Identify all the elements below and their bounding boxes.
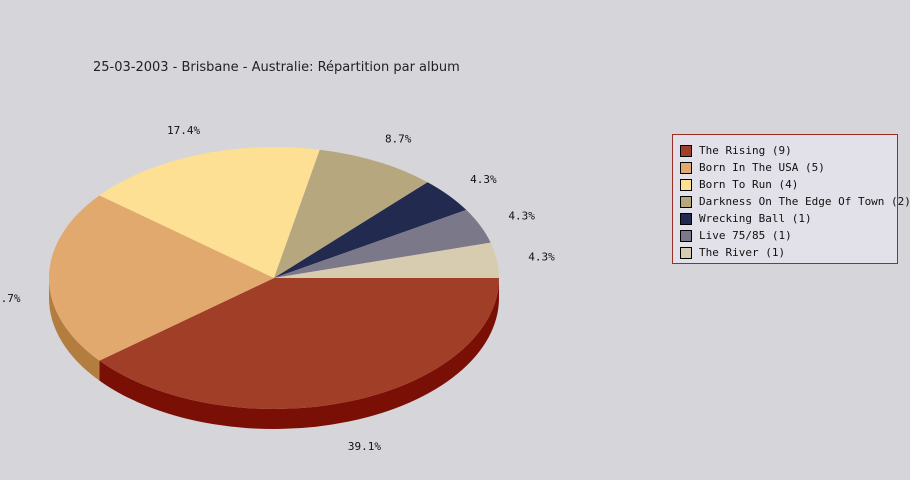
legend-swatch bbox=[680, 229, 692, 242]
pie-slice-label-1: 21.7% bbox=[0, 292, 21, 305]
pie-slice-3 bbox=[274, 149, 428, 278]
legend-label: Wrecking Ball (1) bbox=[699, 212, 812, 225]
pie-labels: 39.1% 21.7% 17.4% 8.7% 4.3% 4.3% 4.3% bbox=[0, 124, 555, 453]
legend-item: Born In The USA (5) bbox=[680, 159, 897, 176]
legend-swatch bbox=[680, 144, 692, 157]
legend-item: The River (1) bbox=[680, 244, 897, 261]
legend-swatch bbox=[680, 246, 692, 259]
pie-slice-1 bbox=[48, 195, 274, 361]
pie-slice-side-0 bbox=[99, 278, 499, 429]
pie-top bbox=[48, 147, 499, 409]
pie-slice-label-0: 39.1% bbox=[348, 440, 381, 453]
pie-slice-label-5: 4.3% bbox=[508, 209, 535, 222]
pie-slice-4 bbox=[274, 182, 467, 278]
legend: The Rising (9) Born In The USA (5) Born To… bbox=[672, 134, 910, 264]
legend-item: Born To Run (4) bbox=[680, 176, 897, 193]
pie-slice-5 bbox=[274, 209, 491, 278]
pie-depth bbox=[48, 278, 499, 429]
legend-swatch bbox=[680, 212, 692, 225]
legend-label: Live 75/85 (1) bbox=[699, 229, 792, 242]
legend-item: Darkness On The Edge Of Town (2) bbox=[680, 193, 910, 210]
pie-slice-0 bbox=[99, 278, 499, 409]
pie-slice-label-4: 4.3% bbox=[470, 173, 497, 186]
pie-slice-label-2: 17.4% bbox=[167, 124, 200, 137]
legend-label: The River (1) bbox=[699, 246, 786, 259]
legend-item: Live 75/85 (1) bbox=[680, 227, 897, 244]
legend-swatch bbox=[680, 195, 692, 208]
pie-slice-side-1 bbox=[48, 278, 100, 381]
legend-item: Wrecking Ball (1) bbox=[680, 210, 897, 227]
chart-title: 25-03-2003 - Brisbane - Australie: Répar… bbox=[93, 60, 460, 75]
pie-slice-label-3: 8.7% bbox=[385, 132, 412, 145]
pie-slice-6 bbox=[274, 242, 499, 278]
legend-label: Darkness On The Edge Of Town (2) bbox=[699, 195, 910, 208]
legend-item: The Rising (9) bbox=[680, 142, 897, 159]
legend-label: The Rising (9) bbox=[699, 144, 792, 157]
legend-label: Born In The USA (5) bbox=[699, 161, 825, 174]
legend-label: Born To Run (4) bbox=[699, 178, 799, 191]
legend-swatch bbox=[680, 178, 692, 191]
pie-slice-label-6: 4.3% bbox=[528, 251, 555, 264]
legend-swatch bbox=[680, 161, 692, 174]
pie-slice-2 bbox=[99, 147, 320, 278]
